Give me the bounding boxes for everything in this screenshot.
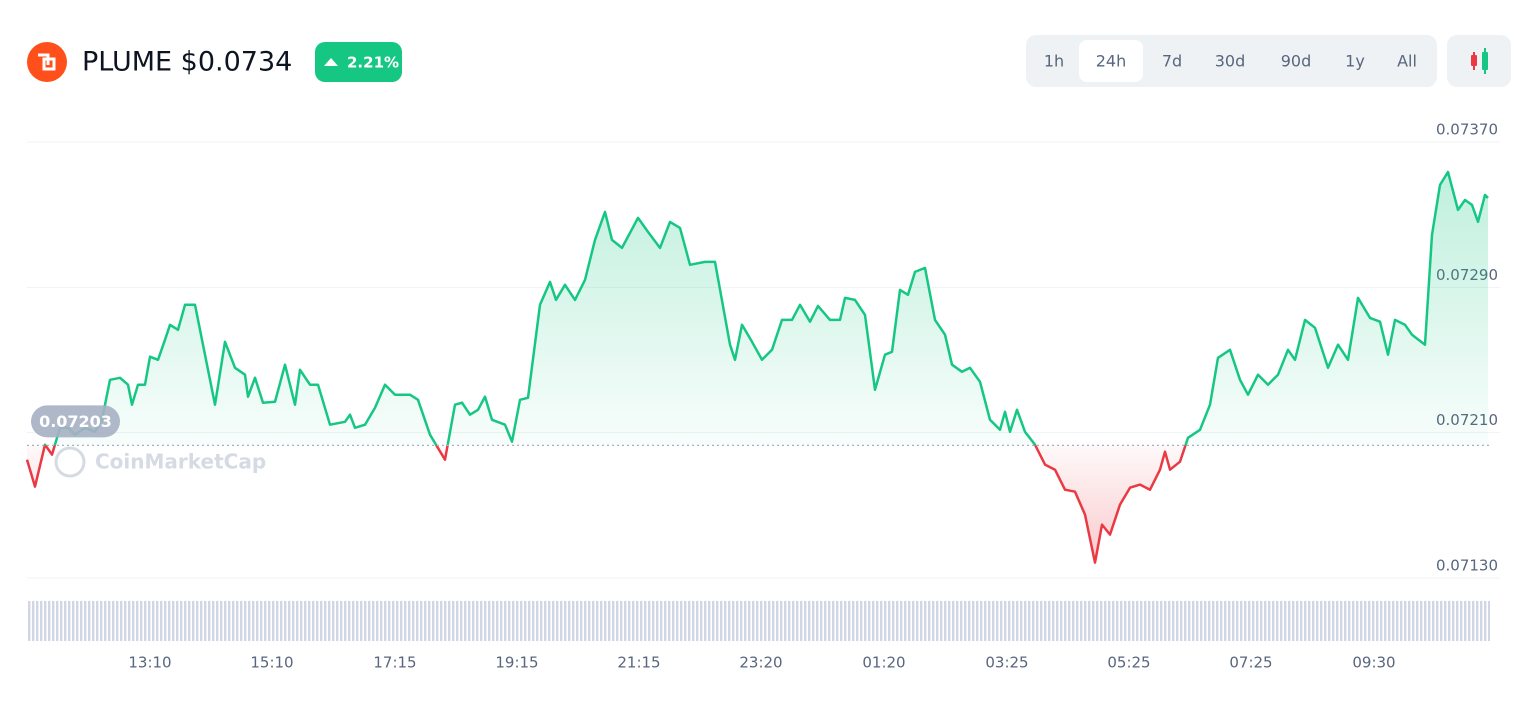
range-button[interactable]: 30d <box>1215 52 1246 71</box>
range-button[interactable]: 1y <box>1345 52 1365 71</box>
x-tick-label: 15:10 <box>250 654 293 672</box>
coin-logo-mark <box>38 53 56 71</box>
range-button[interactable]: 90d <box>1281 52 1312 71</box>
x-tick-label: 17:15 <box>373 654 416 672</box>
range-button-active[interactable] <box>1079 40 1143 82</box>
x-tick-label: 19:15 <box>495 654 538 672</box>
range-button[interactable]: 1h <box>1044 52 1064 71</box>
range-button[interactable]: 7d <box>1162 52 1182 71</box>
x-tick-label: 21:15 <box>617 654 660 672</box>
watermark: CoinMarketCap <box>95 450 266 474</box>
watermark-logo <box>54 446 86 478</box>
baseline-pill <box>31 405 120 438</box>
area-up <box>27 172 1488 446</box>
area-down <box>27 445 1186 563</box>
x-tick-label: 05:25 <box>1107 654 1150 672</box>
volume-bars <box>27 601 1490 641</box>
baseline-label: 0.07203 <box>39 412 112 431</box>
title: PLUME $0.0734 <box>82 47 292 78</box>
candle-icon <box>1482 52 1488 70</box>
x-tick-label: 23:20 <box>739 654 782 672</box>
x-tick-label: 13:10 <box>128 654 171 672</box>
y-tick-label: 0.07370 <box>1436 121 1498 139</box>
candle-icon <box>1471 55 1477 66</box>
price-line-up <box>43 170 1489 446</box>
change: 2.21% <box>347 54 399 72</box>
x-tick-label: 01:20 <box>862 654 905 672</box>
chart-type-button[interactable] <box>1447 35 1511 87</box>
x-tick-label: 03:25 <box>985 654 1028 672</box>
x-tick-label: 07:25 <box>1229 654 1272 672</box>
change-pill <box>315 42 402 82</box>
range-button[interactable]: 24h <box>1096 52 1127 71</box>
range-button[interactable]: All <box>1397 52 1417 71</box>
x-tick-label: 09:30 <box>1352 654 1395 672</box>
up-arrow <box>324 58 338 66</box>
y-tick-label: 0.07130 <box>1436 557 1498 575</box>
